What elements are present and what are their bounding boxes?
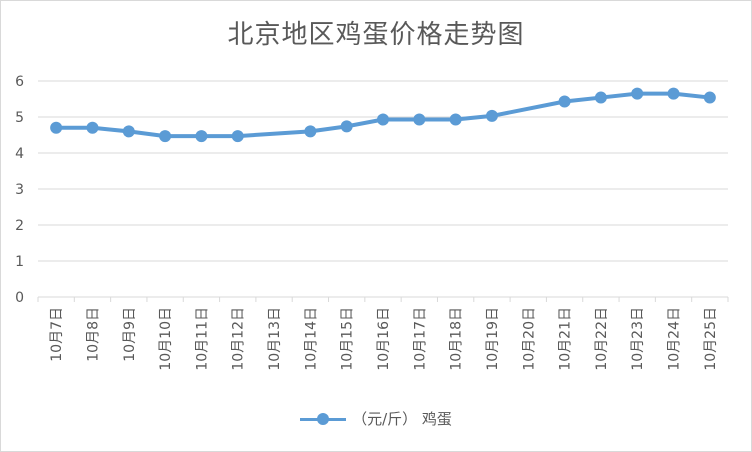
legend-marker-icon (300, 412, 347, 426)
x-tick-label: 10月20日 (521, 307, 537, 371)
data-point (231, 130, 244, 143)
data-point (340, 120, 353, 133)
x-tick-label: 10月23日 (630, 307, 646, 371)
data-point (304, 125, 317, 138)
x-tick-label: 10月16日 (376, 307, 392, 371)
data-point (449, 113, 462, 126)
x-tick-label: 10月11日 (194, 307, 210, 371)
x-axis: 10月7日 10月8日 10月9日 10月10日 10月11日 10月12日 10月13日 1… (37, 296, 729, 371)
data-point (631, 87, 644, 100)
data-point (703, 91, 716, 104)
x-tick-label: 10月15日 (340, 307, 356, 371)
data-point (594, 91, 607, 104)
data-point (558, 95, 571, 108)
data-point (667, 87, 680, 100)
x-tick-label: 10月12日 (231, 307, 247, 371)
y-tick-label: 3 (15, 182, 24, 198)
x-tick-label: 10月10日 (158, 307, 174, 371)
x-tick-label: 10月22日 (594, 307, 610, 371)
legend-label: （元/斤） 鸡蛋 (352, 410, 452, 428)
x-tick-label: 10月21日 (558, 307, 574, 371)
y-tick-label: 2 (15, 218, 24, 234)
x-tick-label: 10月7日 (49, 307, 65, 362)
gridlines (38, 80, 728, 262)
x-tick-label: 10月25日 (703, 307, 719, 371)
x-tick-label: 10月9日 (122, 307, 138, 362)
x-tick-label: 10月13日 (267, 307, 283, 371)
x-tick-label: 10月8日 (85, 307, 101, 362)
y-tick-label: 1 (15, 254, 24, 270)
data-point (50, 121, 63, 134)
x-tick-label: 10月19日 (485, 307, 501, 371)
data-point (413, 113, 426, 126)
data-point (159, 130, 172, 143)
x-tick-label: 10月14日 (303, 307, 319, 371)
x-tick-label: 10月18日 (449, 307, 465, 371)
x-tick-label: 10月24日 (667, 307, 683, 371)
data-point (377, 113, 389, 126)
series-layer (50, 87, 716, 143)
y-tick-label: 4 (15, 146, 24, 162)
y-tick-label: 5 (15, 110, 24, 126)
data-point (485, 109, 498, 122)
legend: （元/斤） 鸡蛋 (0, 408, 752, 429)
data-point (86, 121, 99, 134)
chart-title: 北京地区鸡蛋价格走势图 (227, 20, 525, 50)
data-point (122, 125, 135, 138)
y-axis-ticks: 0 1 2 3 4 5 6 (15, 74, 24, 306)
x-tick-label: 10月17日 (412, 307, 428, 371)
data-point (195, 130, 208, 143)
y-tick-label: 6 (15, 74, 24, 90)
y-tick-label: 0 (15, 290, 24, 306)
